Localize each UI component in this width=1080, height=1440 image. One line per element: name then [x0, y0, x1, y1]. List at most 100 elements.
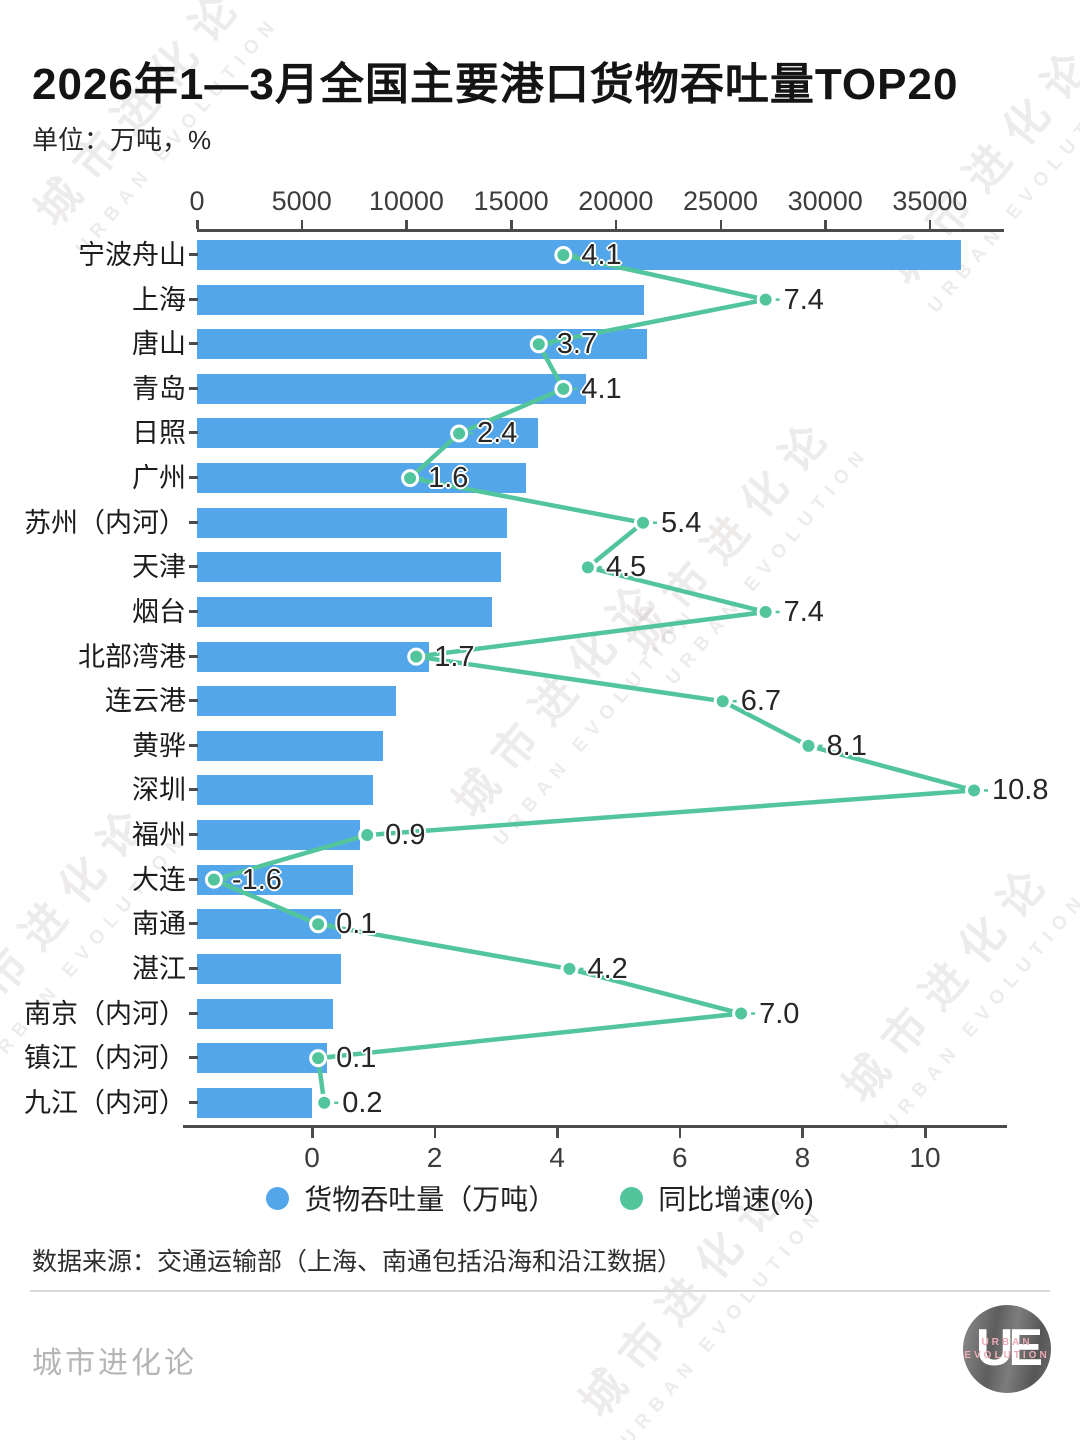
category-axis-tick — [189, 833, 198, 837]
legend-label: 货物吞吐量（万吨） — [304, 1184, 557, 1215]
category-label: 深圳 — [132, 775, 186, 806]
growth-axis-tick-label: 4 — [549, 1142, 565, 1173]
throughput-axis-tick — [405, 220, 408, 229]
growth-value-label: 0.9 — [385, 819, 426, 852]
chart-legend: 货物吞吐量（万吨） 同比增速(%) — [0, 1178, 1080, 1218]
throughput-bar — [197, 284, 645, 315]
growth-value-label: 4.5 — [605, 551, 647, 584]
category-axis-tick — [189, 520, 198, 524]
category-axis-tick — [189, 565, 198, 569]
growth-value-label: -1.6 — [231, 863, 282, 896]
throughput-axis-tick-label: 0 — [189, 186, 205, 216]
throughput-bar — [197, 596, 493, 627]
throughput-bar — [197, 686, 396, 717]
legend-label: 同比增速(%) — [658, 1184, 814, 1215]
category-label: 九江（内河） — [24, 1087, 186, 1118]
throughput-axis-tick — [510, 220, 513, 229]
throughput-axis-tick-label: 5000 — [271, 186, 332, 216]
category-label: 天津 — [132, 552, 186, 583]
growth-point — [756, 602, 775, 621]
growth-point — [965, 781, 984, 800]
logo-subtitle: URBAN EVOLUTION — [963, 1336, 1051, 1362]
throughput-axis-tick-label: 30000 — [787, 186, 863, 216]
category-label: 烟台 — [132, 596, 186, 627]
growth-axis-tick — [556, 1128, 559, 1138]
category-axis-tick — [189, 743, 198, 747]
brand-name: 城市进化论 — [32, 1347, 197, 1380]
category-axis-tick — [189, 922, 198, 926]
page-title: 2026年1—3月全国主要港口货物吞吐量TOP20 — [32, 60, 959, 109]
growth-axis-line — [183, 1125, 1007, 1128]
growth-value-label: 0.2 — [342, 1086, 383, 1119]
throughput-bar — [197, 820, 361, 851]
throughput-axis-line — [197, 229, 1004, 232]
logo-initials: UE — [975, 1319, 1043, 1377]
growth-point — [358, 826, 377, 845]
throughput-bar — [197, 998, 334, 1029]
throughput-bar — [197, 552, 501, 583]
growth-point — [713, 692, 732, 711]
throughput-axis-tick-label: 15000 — [473, 186, 549, 216]
logo-subtitle-line2: EVOLUTION — [964, 1350, 1050, 1361]
category-label: 广州 — [132, 463, 186, 494]
category-label: 北部湾港 — [78, 641, 186, 672]
throughput-axis-tick-label: 20000 — [578, 186, 654, 216]
category-label: 青岛 — [132, 373, 186, 404]
throughput-axis-tick — [614, 220, 618, 229]
category-label: 镇江（内河） — [24, 1043, 186, 1074]
throughput-axis-tick — [928, 220, 932, 229]
growth-value-label: 0.1 — [336, 1042, 377, 1075]
category-axis-tick — [189, 476, 198, 480]
throughput-bar — [197, 641, 430, 672]
category-axis-tick — [189, 966, 198, 970]
growth-value-label: 10.8 — [992, 774, 1049, 807]
urban-evolution-logo: UE URBAN EVOLUTION — [963, 1305, 1051, 1393]
throughput-bar — [197, 730, 384, 761]
logo-subtitle-line1: URBAN — [981, 1337, 1033, 1348]
growth-value-label: 7.4 — [783, 283, 824, 316]
category-label: 黄骅 — [132, 730, 186, 761]
growth-value-label: 4.1 — [581, 239, 622, 271]
category-axis-tick — [189, 609, 198, 613]
growth-value-label: 6.7 — [740, 685, 782, 718]
unit-label: 单位：万吨，% — [32, 125, 212, 155]
category-label: 日照 — [132, 418, 186, 449]
throughput-bar — [197, 953, 341, 984]
growth-axis-tick — [801, 1128, 804, 1138]
category-axis-tick — [189, 297, 198, 301]
footer-divider — [30, 1290, 1050, 1292]
growth-value-label: 7.0 — [759, 997, 800, 1030]
throughput-axis-tick-label: 10000 — [368, 186, 444, 216]
category-axis-tick — [189, 1056, 198, 1060]
throughput-bar — [197, 240, 962, 270]
growth-value-label: 0.1 — [336, 908, 377, 941]
throughput-bar — [197, 463, 526, 494]
growth-axis-tick-label: 2 — [426, 1142, 443, 1173]
growth-point — [560, 959, 579, 978]
category-label: 福州 — [132, 820, 186, 851]
growth-value-label: 3.7 — [556, 328, 598, 361]
category-axis-tick — [189, 654, 198, 658]
growth-value-label: 1.7 — [434, 640, 475, 673]
growth-axis-tick — [311, 1128, 314, 1138]
category-axis-tick — [189, 699, 198, 703]
throughput-axis-tick-label: 35000 — [892, 186, 968, 216]
throughput-axis-tick — [300, 220, 304, 229]
category-label: 南京（内河） — [24, 998, 186, 1029]
category-axis-tick — [189, 1100, 198, 1104]
legend-item-growth: 同比增速(%) — [620, 1178, 814, 1218]
throughput-bar — [197, 507, 507, 538]
throughput-bar — [197, 775, 373, 806]
growth-value-label: 1.6 — [428, 462, 469, 495]
category-axis-tick — [189, 877, 198, 881]
category-label: 宁波舟山 — [78, 240, 186, 270]
category-label: 南通 — [132, 909, 186, 940]
category-label: 上海 — [132, 284, 186, 315]
growth-point — [756, 290, 775, 309]
category-label: 连云港 — [105, 686, 186, 717]
growth-value-label: 8.1 — [826, 729, 867, 762]
throughput-bar — [197, 1043, 327, 1074]
growth-axis-tick-label: 0 — [304, 1142, 320, 1173]
category-axis-tick — [189, 253, 198, 256]
